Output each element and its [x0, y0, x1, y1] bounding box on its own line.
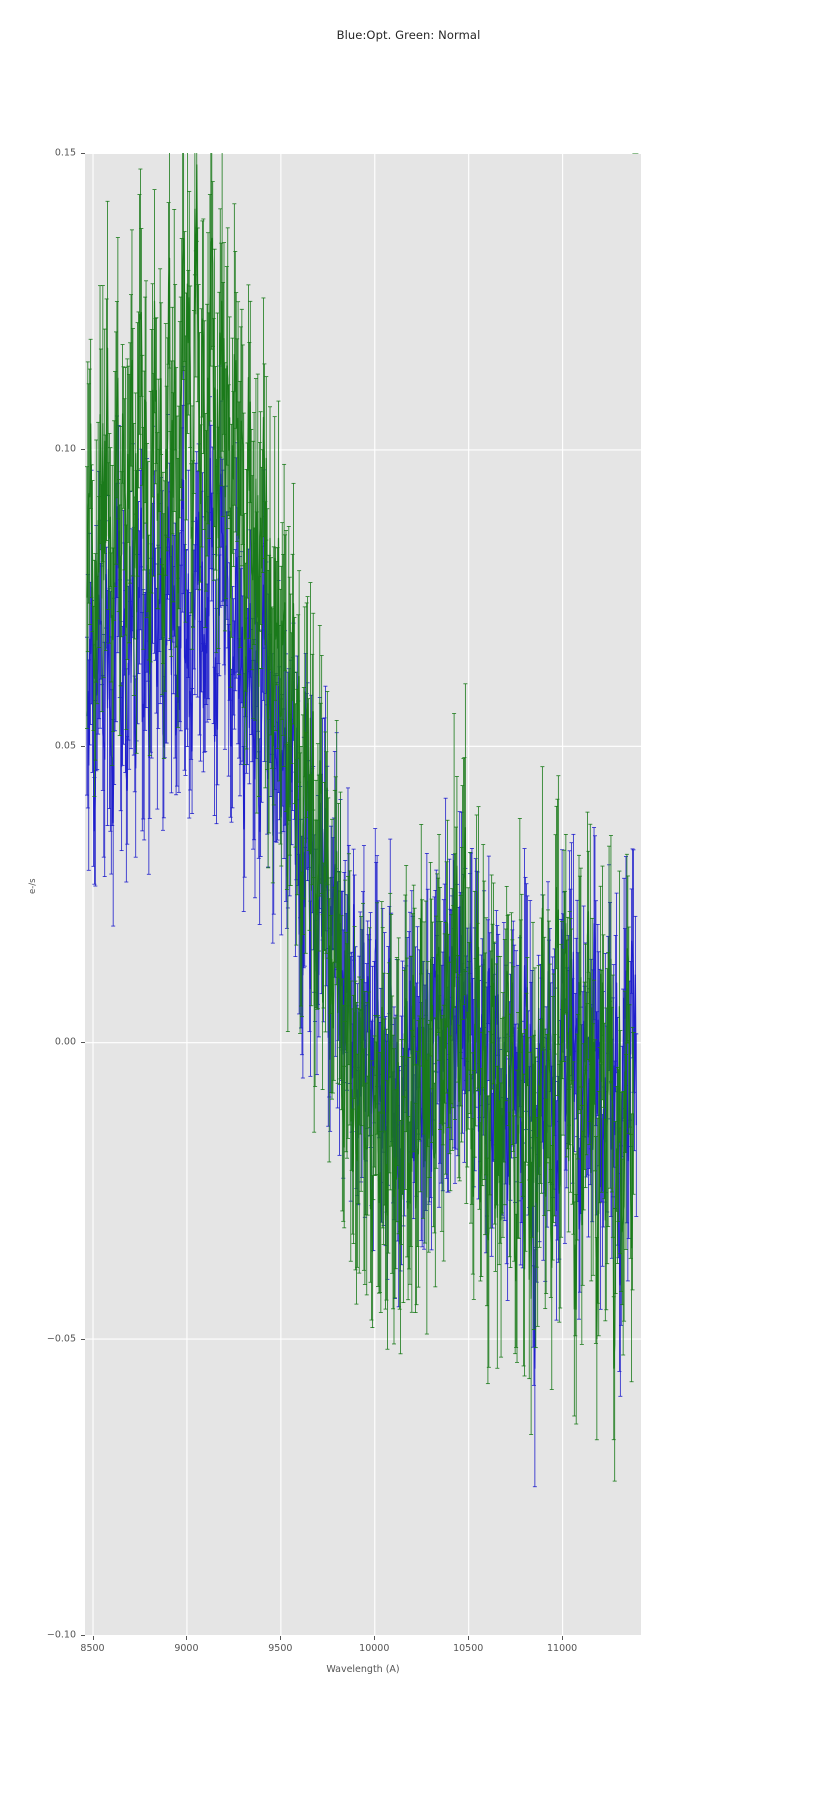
chart-title: Blue:Opt. Green: Normal [336, 28, 481, 42]
y-tick-label: 0.00 [54, 1036, 76, 1048]
y-tick-mark [81, 449, 85, 451]
x-axis-label: Wavelength (A) [326, 1664, 400, 1675]
x-tick-label: 8500 [80, 1643, 105, 1654]
x-tick-mark [186, 1636, 188, 1640]
x-tick-mark [280, 1636, 282, 1640]
x-tick-label: 11000 [546, 1643, 578, 1654]
y-tick-label: −0.10 [46, 1629, 76, 1641]
y-tick-label: 0.05 [54, 740, 76, 752]
data-layer [85, 153, 639, 1488]
x-tick-mark [92, 1636, 94, 1640]
x-tick-mark [468, 1636, 470, 1640]
x-tick-label: 9500 [268, 1643, 293, 1654]
y-tick-label: 0.15 [54, 147, 76, 159]
y-axis-label: e-/s [28, 878, 38, 894]
x-tick-label: 9000 [174, 1643, 199, 1654]
y-tick-mark [81, 1042, 85, 1044]
y-tick-mark [81, 1338, 85, 1340]
y-tick-label: 0.10 [54, 443, 76, 455]
y-tick-label: −0.05 [46, 1333, 76, 1345]
y-tick-mark [81, 153, 85, 154]
x-tick-mark [374, 1636, 376, 1640]
x-tick-label: 10000 [359, 1643, 390, 1654]
x-tick-mark [562, 1636, 564, 1640]
series-normal [85, 153, 639, 1482]
y-tick-mark [81, 745, 85, 747]
y-tick-mark [81, 1635, 85, 1636]
plot-area [85, 153, 641, 1635]
x-tick-label: 10500 [453, 1643, 484, 1654]
